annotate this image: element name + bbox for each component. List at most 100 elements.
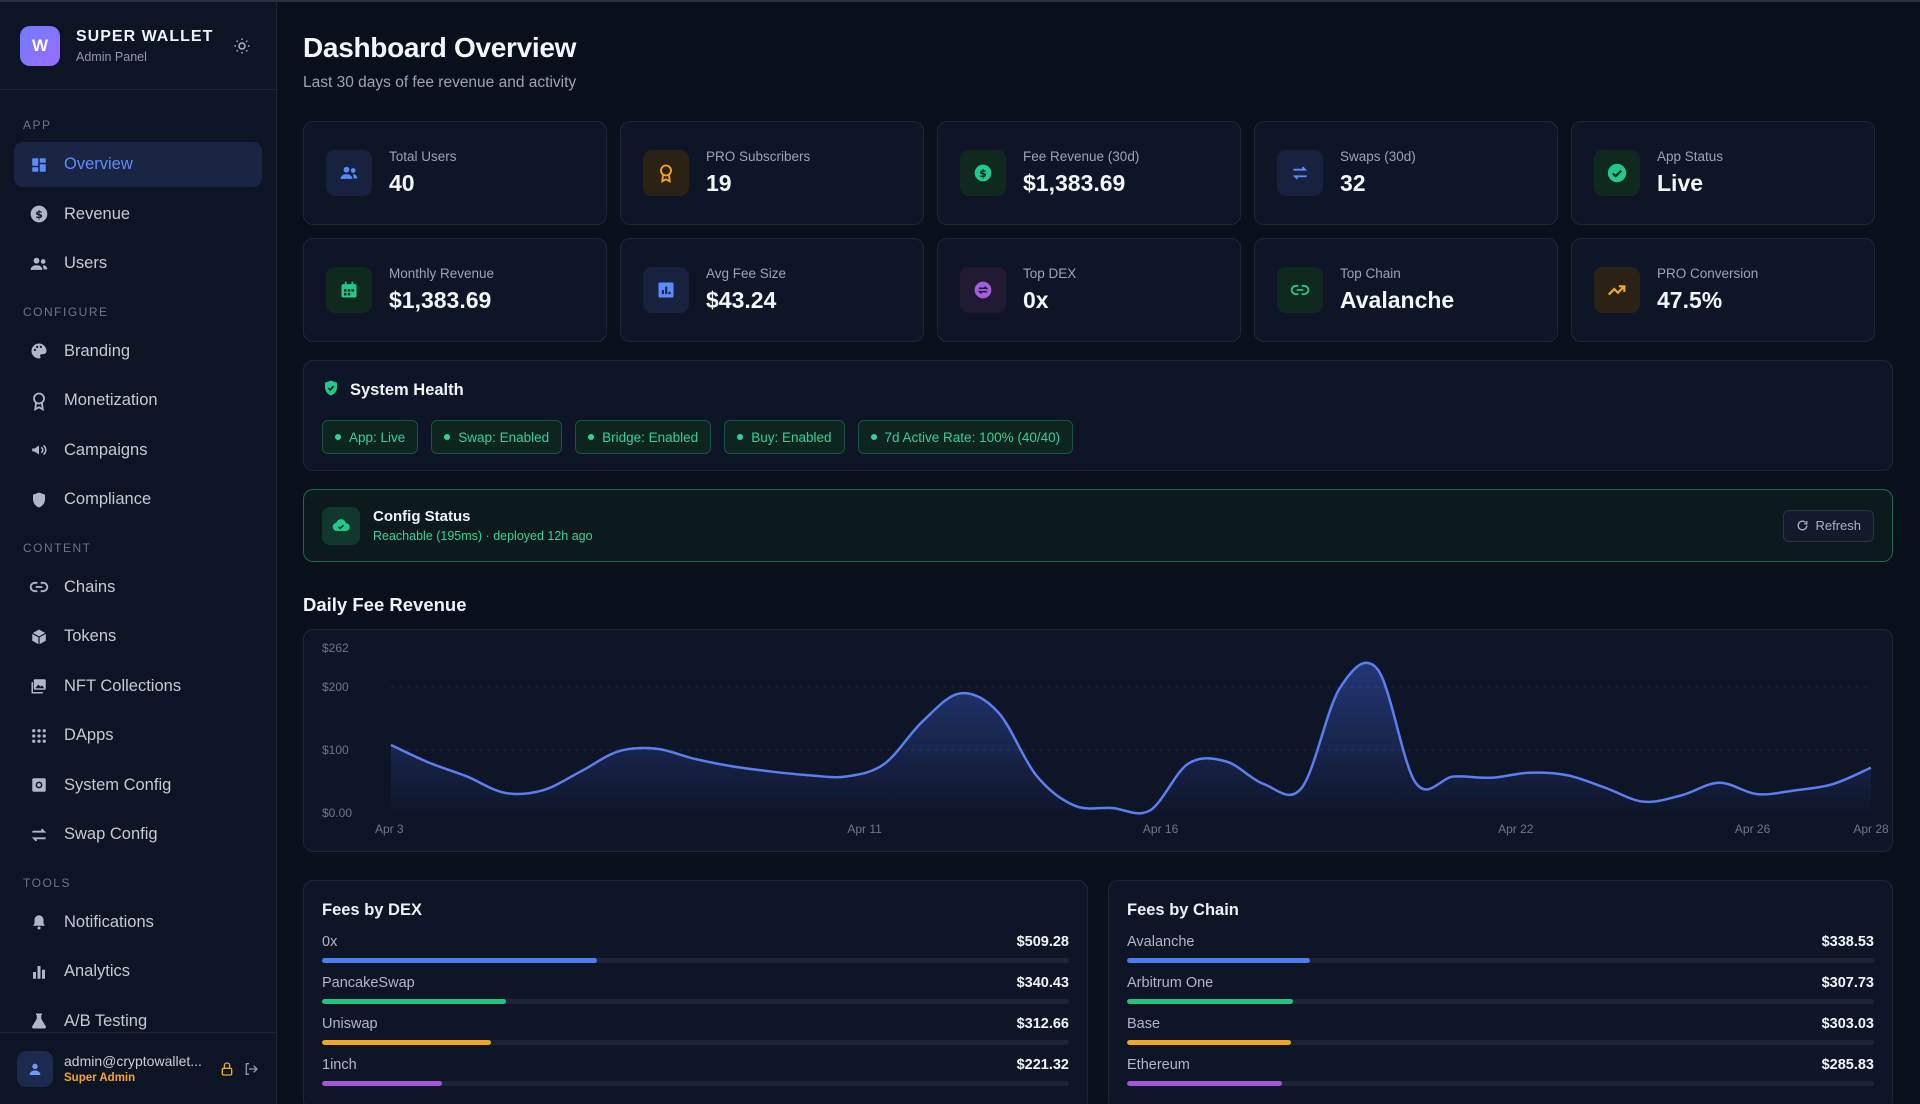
stat-text: Swaps (30d) 32 [1340,149,1416,197]
sidebar-item-compliance[interactable]: Compliance [14,477,262,522]
shield-icon [29,490,49,510]
stat-card-pro-conversion: PRO Conversion 47.5% [1571,238,1875,342]
sidebar-item-tokens[interactable]: Tokens [14,614,262,659]
sidebar-item-nft-collections[interactable]: NFT Collections [14,664,262,709]
sidebar-item-dapps[interactable]: DApps [14,713,262,758]
bar-chart-box-icon [643,267,689,313]
user-email: admin@cryptowallet... [64,1053,202,1069]
health-chip: Buy: Enabled [724,420,845,454]
sidebar-item-revenue[interactable]: $ Revenue [14,192,262,237]
sidebar-item-label: Swap Config [64,825,158,843]
users-icon [29,254,49,274]
status-dot [870,434,877,440]
svg-text:$: $ [35,208,43,221]
stat-value: Avalanche [1340,287,1455,313]
dollar-circle-icon: $ [29,204,49,224]
check-circle-icon [1594,150,1640,196]
dashboard-icon [29,155,49,175]
chart-svg: $262 $200 $100 $0.00 Apr 3 Apr 11 Apr 16 Apr 22… [322,641,1889,836]
bar-label: 0x [322,934,338,950]
stat-card-top-dex: Top DEX 0x [937,238,1241,342]
sidebar-item-swap-config[interactable]: Swap Config [14,812,262,857]
stat-label: Fee Revenue (30d) [1023,149,1140,164]
stat-card-swaps-30d: Swaps (30d) 32 [1254,121,1558,225]
sun-icon [234,38,250,53]
y-tick-label: $100 [322,743,349,757]
stat-card-app-status: App Status Live [1571,121,1875,225]
sidebar-item-campaigns[interactable]: Campaigns [14,428,262,473]
sidebar-item-monetization[interactable]: Monetization [14,378,262,423]
sidebar: W SUPER WALLET Admin Panel APP Overview $ R… [0,2,277,1104]
bar-header: Arbitrum One $307.73 [1127,975,1874,991]
stat-card-monthly-revenue: Monthly Revenue $1,383.69 [303,238,607,342]
sidebar-item-overview[interactable]: Overview [14,142,262,187]
sidebar-item-branding[interactable]: Branding [14,329,262,374]
lock-icon[interactable] [219,1061,235,1077]
logout-icon[interactable] [243,1061,259,1077]
sidebar-item-chains[interactable]: Chains [14,565,262,610]
sidebar-item-label: Monetization [64,391,158,409]
series-area [391,662,1871,814]
stat-label: Swaps (30d) [1340,149,1416,164]
sidebar-item-system-config[interactable]: System Config [14,763,262,808]
y-tick-label: $200 [322,680,349,694]
bar-header: Base $303.03 [1127,1016,1874,1032]
sidebar-item-users[interactable]: Users [14,241,262,286]
dollar-circle-icon: $ [960,150,1006,196]
sidebar-item-label: Notifications [64,912,154,931]
bar-label: Avalanche [1127,934,1195,950]
bar-track [1127,958,1874,963]
stat-label: Total Users [389,149,457,164]
x-tick-label: Apr 11 [847,822,882,836]
stat-value: 47.5% [1657,287,1723,313]
logo-letter: W [31,35,49,55]
bar-header: Uniswap $312.66 [322,1016,1069,1032]
stat-text: Top Chain Avalanche [1340,266,1454,314]
refresh-icon [1797,520,1808,531]
fees-by-chain-title: Fees by Chain [1127,901,1239,919]
bar-label: PancakeSwap [322,975,415,991]
sidebar-item-analytics[interactable]: Analytics [14,949,262,994]
stat-value: 0x [1023,287,1049,313]
nav-group-label: TOOLS [23,875,71,890]
bar-label: Base [1127,1016,1161,1032]
bar-track [322,1040,1069,1045]
theme-toggle-button[interactable] [228,32,256,60]
status-dot [335,434,341,440]
bar-value: $340.43 [1016,975,1069,991]
bar-header: 0x $509.28 [322,934,1069,950]
stat-card-pro-subscribers: PRO Subscribers 19 [620,121,924,225]
settings-box-icon [29,775,49,795]
stat-card-total-users: Total Users 40 [303,121,607,225]
breakdown-row-item: Arbitrum One $307.73 [1127,975,1874,1004]
bar-label: Arbitrum One [1127,975,1214,991]
link-icon [1277,267,1323,313]
nav-group-label: CONTENT [23,540,92,555]
breakdown-row: Fees by DEX 0x $509.28 PancakeSwap $340.… [303,880,1893,1104]
sidebar-item-label: Campaigns [64,440,148,459]
stat-text: App Status Live [1657,149,1723,197]
sidebar-item-a-b-testing[interactable]: A/B Testing [14,999,262,1044]
refresh-button[interactable]: Refresh [1783,509,1874,542]
stat-label: Avg Fee Size [706,266,787,281]
series-line [390,661,1872,815]
sidebar-item-label: Tokens [64,627,117,645]
config-status-panel: Config Status Reachable (195ms) · deploy… [303,489,1893,562]
bar-fill [1127,958,1310,963]
flask-icon [29,1011,49,1031]
config-text: Config Status Reachable (195ms) · deploy… [373,508,593,543]
avatar[interactable] [17,1050,53,1087]
stat-text: PRO Conversion 47.5% [1657,266,1758,314]
svg-text:$: $ [979,167,987,180]
sidebar-item-notifications[interactable]: Notifications [14,900,262,945]
bar-header: Ethereum $285.83 [1127,1057,1874,1073]
main-content: Dashboard Overview Last 30 days of fee r… [277,2,1920,1104]
x-tick-label: Apr 3 [375,822,404,836]
brand-title: SUPER WALLET [76,27,214,45]
x-tick-label: Apr 22 [1498,822,1534,836]
app-logo: W [20,25,60,66]
sidebar-item-label: Compliance [64,490,152,508]
config-status-text: Reachable (195ms) · deployed 12h ago [373,529,593,543]
bar-label: Ethereum [1127,1057,1190,1073]
stat-label: App Status [1657,149,1724,164]
